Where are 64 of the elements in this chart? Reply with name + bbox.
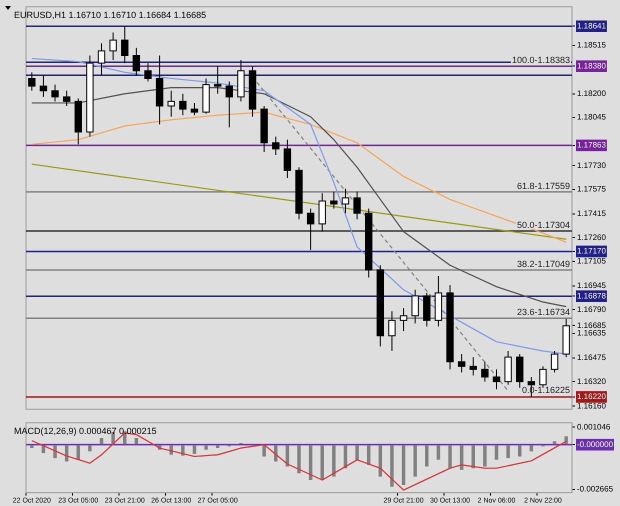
y-tick-label: 1.18045: [577, 112, 606, 122]
bar: [530, 445, 534, 452]
bar: [76, 445, 80, 460]
bar: [286, 445, 290, 467]
bar: [518, 445, 522, 456]
bar: [332, 445, 336, 477]
bar: [378, 445, 382, 477]
y-tick-label: 1.16685: [577, 320, 606, 330]
y-tick-label: 1.17105: [577, 256, 606, 266]
annotation: 38.2-1.17049: [516, 259, 570, 270]
y-tick-label: 1.18200: [577, 88, 606, 98]
y-tick-label: -0.002665: [577, 484, 614, 494]
bar: [262, 445, 266, 456]
y-tick-label: 1.17730: [577, 160, 606, 170]
chart-title: EURUSD,H1 1.16710 1.16710 1.16684 1.16685: [14, 10, 206, 20]
bar: [402, 445, 406, 486]
annotation: 61.8-1.17559: [516, 180, 570, 191]
y-tick-label: 0.001046: [577, 422, 611, 432]
bar: [100, 438, 104, 444]
bar: [460, 445, 464, 470]
y-tick-label: 1.17575: [577, 184, 606, 194]
bar: [436, 445, 440, 460]
bar: [320, 445, 324, 480]
y-tick-label: 1.16790: [577, 304, 606, 314]
chart-title: MACD(12,26,9) 0.000467 0.000215: [14, 426, 157, 436]
bar: [506, 445, 510, 458]
annotation: 50.0-1.17304: [516, 220, 570, 230]
bar: [355, 445, 359, 460]
y-tick-label: 1.18380: [577, 61, 606, 70]
bar: [134, 438, 138, 444]
bar: [483, 445, 487, 467]
y-tick-label: 1.18515: [577, 40, 606, 50]
annotation: 100.0-1.18383: [512, 54, 570, 65]
y-tick-label: -0.000000: [577, 440, 614, 449]
y-tick-label: 1.18641: [577, 21, 606, 30]
bar: [53, 445, 57, 458]
y-tick-label: 1.17260: [577, 232, 606, 242]
bar: [216, 445, 220, 448]
y-tick-label: 1.16945: [577, 281, 606, 290]
y-tick-label: 1.17863: [577, 140, 606, 150]
y-tick-label: 1.16320: [577, 376, 606, 386]
bar: [472, 445, 475, 468]
bar: [448, 445, 452, 468]
y-tick-label: 1.16878: [577, 291, 606, 300]
y-tick-label: 1.17170: [577, 246, 606, 256]
bar: [425, 445, 429, 467]
bar: [413, 445, 417, 477]
bar: [30, 445, 34, 448]
bar: [64, 445, 68, 462]
bar: [366, 445, 370, 465]
bar: [390, 445, 394, 487]
y-tick-label: 1.16475: [577, 353, 606, 362]
bar: [344, 445, 348, 468]
bar: [274, 445, 278, 462]
y-tick-label: 1.16160: [577, 401, 606, 410]
bar: [308, 445, 312, 480]
bar: [192, 445, 196, 454]
y-tick-label: 1.16635: [577, 328, 606, 338]
y-tick-label: 1.16220: [577, 392, 606, 402]
bar: [494, 445, 498, 460]
annotation: 23.6-1.16734: [516, 307, 570, 318]
bar: [88, 445, 92, 452]
bar: [204, 445, 208, 450]
y-tick-label: 1.17415: [577, 209, 606, 218]
